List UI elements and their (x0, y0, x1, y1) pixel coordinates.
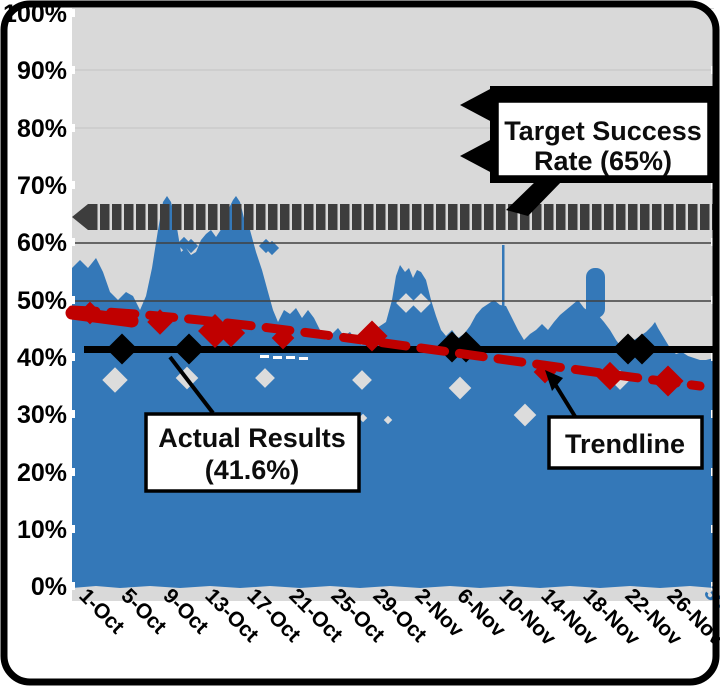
y-label: 80% (17, 115, 67, 143)
y-label: 0% (31, 573, 67, 601)
target-callout-line1: Target Success (504, 116, 702, 146)
y-label: 10% (17, 516, 67, 544)
target-callout-tail (506, 179, 564, 216)
y-label: 60% (17, 229, 67, 257)
actual-callout-leader (168, 355, 215, 415)
y-label: 30% (17, 401, 67, 429)
y-label: 40% (17, 344, 67, 372)
trendline-callout-arrowhead (545, 370, 563, 391)
target-line (72, 204, 714, 230)
actual-callout-line1: Actual Results (158, 423, 346, 453)
white-dash-marks (260, 355, 308, 360)
actual-callout-line2: (41.6%) (205, 455, 300, 485)
y-label: 90% (17, 57, 67, 85)
target-callout: Target Success Rate (65%) (460, 86, 714, 216)
y-label: 70% (17, 172, 67, 200)
trendline-callout-arrow-shaft (553, 382, 578, 420)
thin-spike (502, 245, 505, 307)
target-callout-line2: Rate (65%) (534, 146, 672, 176)
y-label: 50% (17, 287, 67, 315)
y-axis-labels: 100% 90% 80% 70% 60% 50% 40% 30% 20% 10%… (3, 0, 67, 601)
rounded-spike (586, 268, 605, 318)
gridlines-dark (72, 242, 714, 302)
trendline-callout-label: Trendline (565, 429, 685, 459)
y-label: 20% (17, 459, 67, 487)
actual-callout: Actual Results (41.6%) (144, 355, 361, 493)
trendline-callout: Trendline (545, 370, 704, 470)
